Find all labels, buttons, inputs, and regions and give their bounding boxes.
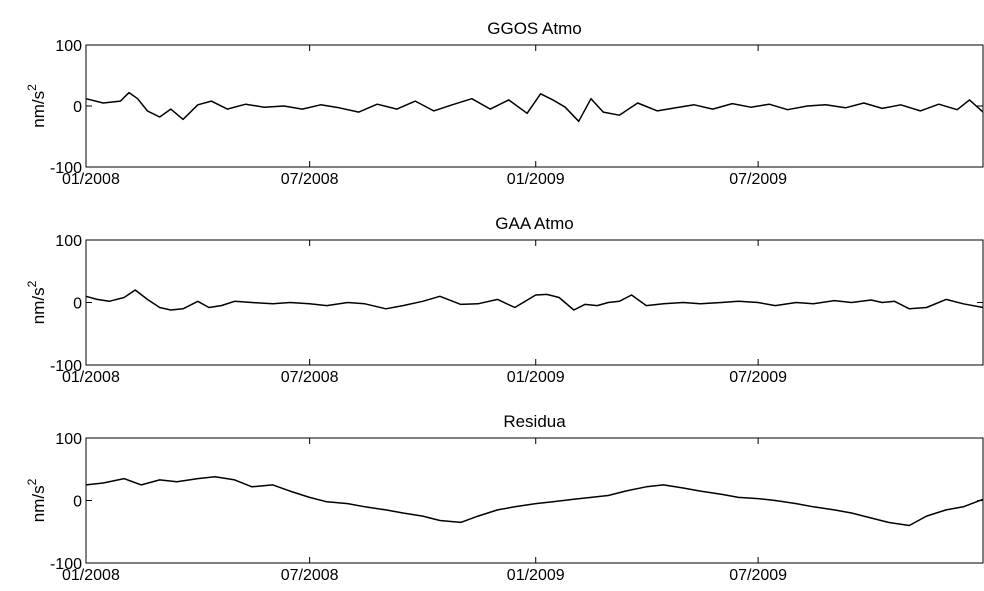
y-tick-label: 100 xyxy=(55,233,82,250)
x-tick-label: 07/2008 xyxy=(281,369,339,386)
series-line xyxy=(85,91,984,123)
x-tick-label: 01/2008 xyxy=(62,567,120,584)
panel-2: GAA Atmo -100 0 100 01/2008 07/2008 01/2009 07/… xyxy=(25,214,984,386)
x-tick-label: 01/2009 xyxy=(507,369,565,386)
plot-frame xyxy=(85,437,984,564)
x-tick-label: 07/2009 xyxy=(729,369,787,386)
y-tick-label: 0 xyxy=(73,494,82,511)
x-tick-label: 01/2008 xyxy=(62,369,120,386)
y-axis-label: nm/s2 xyxy=(25,84,48,128)
y-tick-label: 0 xyxy=(73,99,82,116)
panel-3: Residua -100 0 100 01/2008 07/2008 01/2009 07/2… xyxy=(25,412,984,584)
y-tick-label: 0 xyxy=(73,296,82,313)
panel-1: GGOS Atmo -100 0 100 01/2008 07/2008 01/2009 07… xyxy=(25,19,984,188)
series-line xyxy=(85,476,984,527)
y-axis-label: nm/s2 xyxy=(25,478,48,522)
y-tick-label: 100 xyxy=(55,38,82,55)
x-tick-label: 07/2008 xyxy=(281,171,339,188)
x-tick-label: 07/2009 xyxy=(729,567,787,584)
panel-title: GGOS Atmo xyxy=(487,19,581,38)
x-tick-label: 01/2009 xyxy=(507,171,565,188)
y-tick-label: 100 xyxy=(55,431,82,448)
x-tick-label: 07/2008 xyxy=(281,567,339,584)
x-tick-label: 01/2009 xyxy=(507,567,565,584)
series-line xyxy=(85,289,984,311)
x-tick-label: 01/2008 xyxy=(62,171,120,188)
y-tick-label: -100 xyxy=(50,556,82,573)
panel-title: Residua xyxy=(503,412,566,431)
x-tick-label: 07/2009 xyxy=(729,171,787,188)
panel-title: GAA Atmo xyxy=(495,214,573,233)
y-tick-label: -100 xyxy=(50,358,82,375)
y-axis-label: nm/s2 xyxy=(25,280,48,324)
y-tick-label: -100 xyxy=(50,160,82,177)
